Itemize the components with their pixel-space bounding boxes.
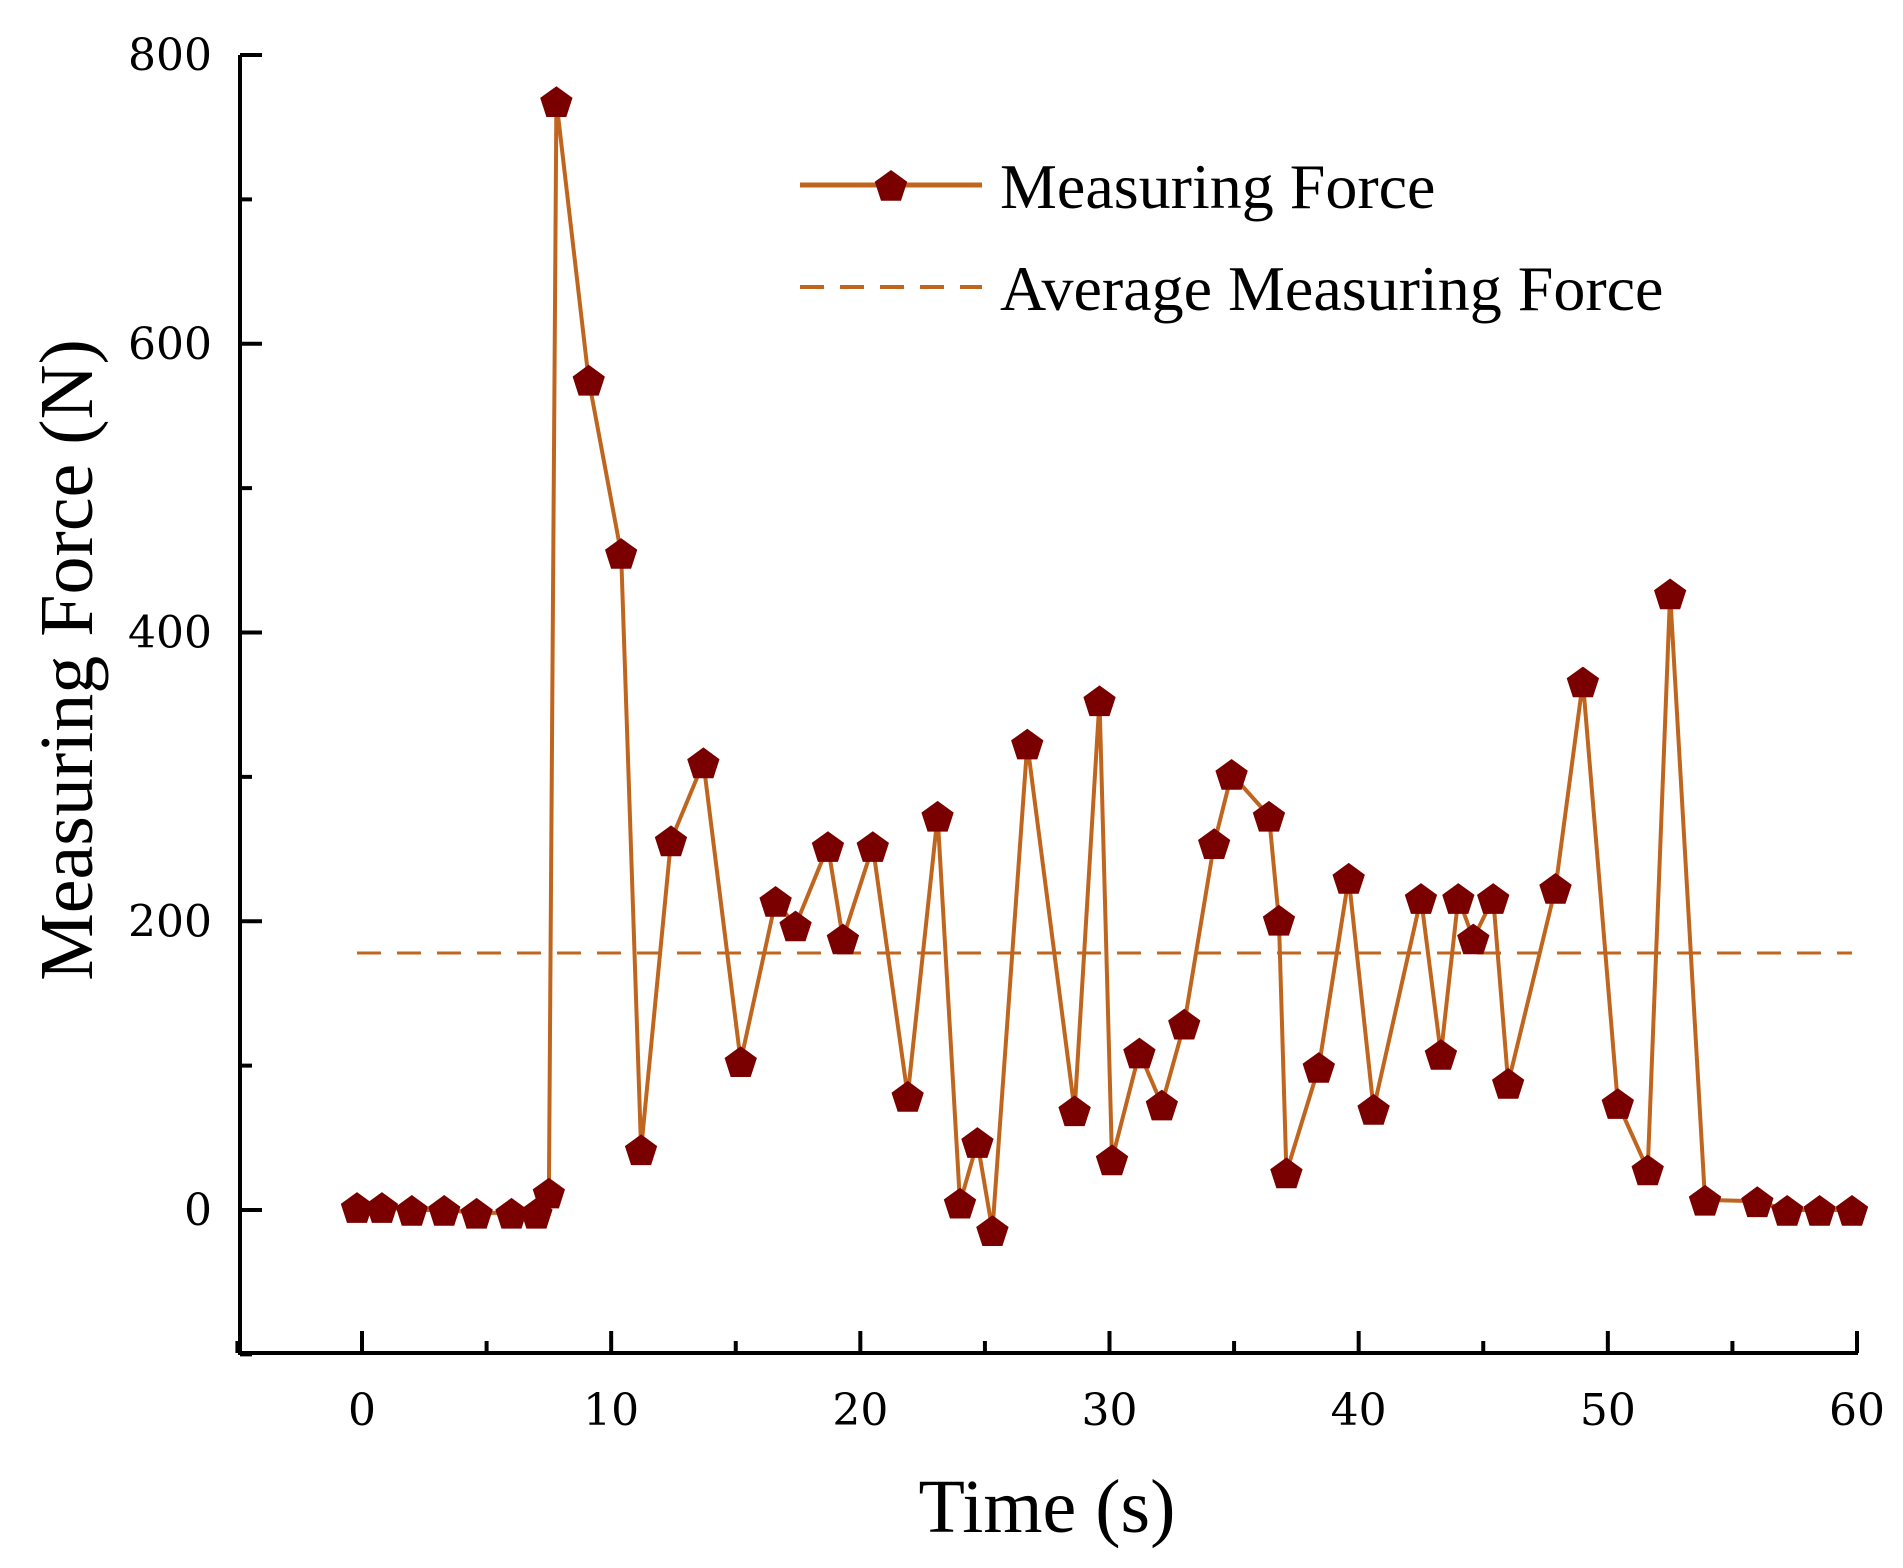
data-point-marker: [1457, 923, 1490, 955]
legend-label-average: Average Measuring Force: [1000, 253, 1663, 324]
x-tick-label: 60: [1829, 1385, 1885, 1436]
x-tick-label: 30: [1082, 1385, 1138, 1436]
legend-marker-pentagon-icon: [874, 170, 908, 201]
data-point-marker: [495, 1197, 528, 1229]
data-point-marker: [624, 1134, 658, 1166]
data-point-marker: [961, 1127, 994, 1158]
data-point-marker: [1270, 1157, 1303, 1189]
data-point-marker: [540, 86, 573, 117]
data-point-marker: [1654, 578, 1687, 610]
data-point-marker: [1058, 1095, 1091, 1127]
data-point-marker: [1215, 759, 1248, 790]
data-point-marker: [605, 538, 638, 569]
y-tick-label: 400: [128, 608, 212, 659]
data-point-marker: [1083, 685, 1116, 717]
data-point-marker: [1477, 883, 1510, 914]
data-point-marker: [1168, 1008, 1201, 1040]
x-tick-label: 10: [583, 1385, 639, 1436]
x-tick-label: 20: [832, 1385, 888, 1436]
data-point-marker: [1566, 666, 1600, 698]
measuring-force-line: [357, 99, 1852, 1233]
data-point-marker: [365, 1192, 399, 1223]
data-point-marker: [340, 1192, 374, 1223]
data-point-marker: [1332, 862, 1365, 894]
data-point-marker: [1095, 1144, 1129, 1176]
legend: Measuring Force Average Measuring Force: [800, 151, 1663, 324]
series-layer: [357, 99, 1852, 1233]
data-point-marker: [572, 364, 605, 396]
data-point-marker: [943, 1187, 977, 1219]
data-point-marker: [1803, 1195, 1836, 1226]
data-point-marker: [1492, 1068, 1525, 1099]
data-point-marker: [891, 1080, 924, 1112]
markers-layer: [340, 86, 1869, 1246]
data-point-marker: [1011, 728, 1044, 760]
data-point-marker: [1262, 904, 1296, 936]
data-point-marker: [1357, 1093, 1390, 1125]
y-tick-label: 600: [128, 319, 212, 370]
x-tick-label: 40: [1331, 1385, 1387, 1436]
data-point-marker: [1631, 1154, 1664, 1186]
data-point-marker: [779, 910, 812, 942]
data-point-marker: [687, 747, 720, 779]
data-point-marker: [1123, 1037, 1156, 1069]
y-tick-label: 0: [184, 1185, 212, 1236]
data-point-marker: [1252, 800, 1286, 832]
data-point-marker: [460, 1197, 493, 1229]
x-tick-label: 0: [348, 1385, 376, 1436]
data-point-marker: [1688, 1184, 1722, 1216]
y-axis-title: Measuring Force (N): [25, 339, 109, 981]
data-point-marker: [428, 1195, 461, 1226]
axes: [238, 55, 1858, 1355]
data-point-marker: [395, 1195, 428, 1226]
y-tick-label: 800: [128, 30, 212, 81]
data-point-marker: [1442, 883, 1475, 914]
data-point-marker: [759, 886, 792, 917]
data-point-marker: [1404, 883, 1438, 914]
data-point-marker: [976, 1215, 1009, 1246]
data-point-marker: [1302, 1052, 1335, 1083]
y-tick-label: 200: [128, 896, 212, 947]
data-point-marker: [1145, 1089, 1178, 1121]
data-point-marker: [1539, 873, 1572, 904]
data-point-marker: [532, 1177, 565, 1209]
data-point-marker: [826, 923, 860, 955]
data-point-marker: [811, 831, 845, 862]
legend-label-measuring-force: Measuring Force: [1000, 151, 1435, 222]
data-point-marker: [1741, 1186, 1774, 1218]
data-point-marker: [921, 800, 954, 832]
data-point-marker: [724, 1046, 757, 1077]
x-tick-label: 50: [1580, 1385, 1636, 1436]
data-point-marker: [856, 831, 889, 862]
data-point-marker: [1198, 828, 1231, 859]
x-axis-title: Time (s): [919, 1465, 1176, 1549]
data-point-marker: [1601, 1088, 1634, 1119]
data-point-marker: [1835, 1195, 1869, 1226]
data-point-marker: [1771, 1195, 1804, 1226]
ticks: 0 200 400 600 800 0 10 20 30 40 50 60: [128, 30, 1885, 1436]
data-point-marker: [654, 825, 688, 857]
data-point-marker: [1424, 1039, 1458, 1070]
